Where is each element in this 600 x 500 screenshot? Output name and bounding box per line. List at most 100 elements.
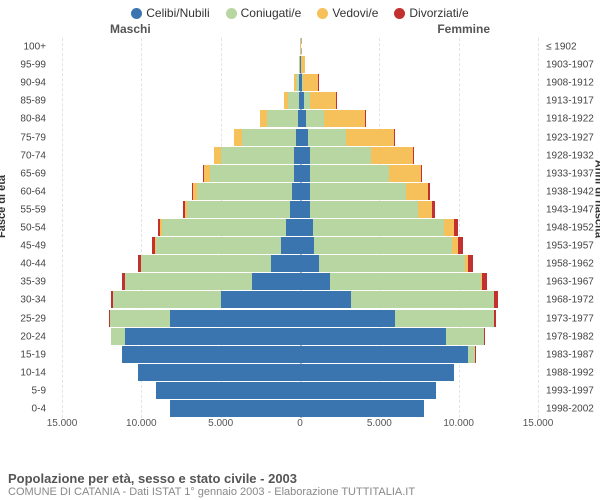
bar-segment bbox=[122, 346, 300, 363]
age-label: 60-64 bbox=[20, 186, 46, 197]
age-label: 80-84 bbox=[20, 114, 46, 125]
pyramid-row bbox=[62, 56, 538, 74]
bar-segment bbox=[214, 147, 221, 164]
bar-segment bbox=[458, 237, 463, 254]
female-bar bbox=[300, 183, 430, 200]
bar-segment bbox=[187, 201, 290, 218]
female-bar bbox=[300, 110, 366, 127]
bar-segment bbox=[125, 273, 252, 290]
bar-segment bbox=[300, 183, 310, 200]
birth-label: 1948-1952 bbox=[546, 223, 594, 234]
bar-segment bbox=[301, 56, 305, 73]
female-bar bbox=[300, 346, 475, 363]
pyramid-row bbox=[62, 129, 538, 147]
bar-segment bbox=[286, 219, 300, 236]
legend-label: Divorziati/e bbox=[409, 6, 468, 20]
pyramid-row bbox=[62, 255, 538, 273]
bar-segment bbox=[267, 110, 297, 127]
pyramid-row bbox=[62, 237, 538, 255]
bars-container bbox=[62, 38, 538, 418]
bar-segment bbox=[197, 183, 292, 200]
bar-segment bbox=[310, 165, 389, 182]
age-label: 95-99 bbox=[20, 60, 46, 71]
female-bar bbox=[300, 382, 436, 399]
bar-segment bbox=[306, 110, 323, 127]
male-bar bbox=[111, 291, 300, 308]
birth-label: 1963-1967 bbox=[546, 277, 594, 288]
female-bar bbox=[300, 74, 318, 91]
male-bar bbox=[183, 201, 300, 218]
age-label: 25-29 bbox=[20, 313, 46, 324]
bar-segment bbox=[324, 110, 365, 127]
age-label: 100+ bbox=[23, 42, 46, 53]
gridline bbox=[538, 38, 539, 418]
female-bar bbox=[300, 400, 424, 417]
bar-segment bbox=[389, 165, 421, 182]
bar-segment bbox=[432, 201, 435, 218]
yaxis-left-title: Fasce di età bbox=[0, 175, 8, 238]
bar-segment bbox=[351, 291, 494, 308]
bar-segment bbox=[156, 382, 300, 399]
bar-segment bbox=[210, 165, 294, 182]
age-label: 85-89 bbox=[20, 96, 46, 107]
pyramid-row bbox=[62, 74, 538, 92]
bar-segment bbox=[394, 129, 395, 146]
bar-segment bbox=[446, 328, 484, 345]
birth-label: 1993-1997 bbox=[546, 385, 594, 396]
male-bar bbox=[192, 183, 300, 200]
xtick-label: 5.000 bbox=[367, 418, 392, 429]
bar-segment bbox=[290, 201, 300, 218]
legend-item: Coniugati/e bbox=[226, 6, 302, 20]
pyramid-row bbox=[62, 147, 538, 165]
bar-segment bbox=[300, 219, 313, 236]
legend-swatch bbox=[394, 8, 405, 19]
bar-segment bbox=[242, 129, 296, 146]
pyramid-row bbox=[62, 382, 538, 400]
bar-segment bbox=[484, 328, 485, 345]
bar-segment bbox=[300, 38, 301, 55]
bar-segment bbox=[468, 255, 473, 272]
birth-label: 1908-1912 bbox=[546, 78, 594, 89]
pyramid-row bbox=[62, 201, 538, 219]
bar-segment bbox=[300, 310, 395, 327]
female-bar bbox=[300, 219, 458, 236]
legend-swatch bbox=[131, 8, 142, 19]
xtick-label: 15.000 bbox=[47, 418, 78, 429]
birth-label: 1903-1907 bbox=[546, 60, 594, 71]
birth-label: 1943-1947 bbox=[546, 204, 594, 215]
bar-segment bbox=[303, 74, 317, 91]
header-female: Femmine bbox=[437, 22, 490, 36]
pyramid-row bbox=[62, 273, 538, 291]
legend-label: Celibi/Nubili bbox=[146, 6, 209, 20]
bar-segment bbox=[281, 237, 300, 254]
bar-segment bbox=[271, 255, 300, 272]
bar-segment bbox=[428, 183, 430, 200]
bar-segment bbox=[260, 110, 267, 127]
pyramid-row bbox=[62, 364, 538, 382]
legend-item: Vedovi/e bbox=[317, 6, 378, 20]
bar-segment bbox=[292, 183, 300, 200]
bar-segment bbox=[170, 310, 300, 327]
bar-segment bbox=[170, 400, 300, 417]
male-bar bbox=[260, 110, 300, 127]
bar-segment bbox=[300, 255, 319, 272]
female-bar bbox=[300, 291, 498, 308]
bar-segment bbox=[300, 346, 468, 363]
birth-label: 1973-1977 bbox=[546, 313, 594, 324]
bar-segment bbox=[300, 129, 308, 146]
age-label: 70-74 bbox=[20, 150, 46, 161]
bar-segment bbox=[482, 273, 487, 290]
birth-label: 1978-1982 bbox=[546, 331, 594, 342]
plot-area: Fasce di età Anni di nascita 100+95-9990… bbox=[0, 38, 600, 438]
male-bar bbox=[284, 92, 300, 109]
bar-segment bbox=[300, 165, 310, 182]
legend-label: Coniugati/e bbox=[241, 6, 302, 20]
birth-label: 1983-1987 bbox=[546, 349, 594, 360]
bar-segment bbox=[110, 310, 170, 327]
bar-segment bbox=[494, 291, 497, 308]
pyramid-row bbox=[62, 110, 538, 128]
age-label: 20-24 bbox=[20, 331, 46, 342]
female-bar bbox=[300, 201, 435, 218]
bar-segment bbox=[314, 237, 452, 254]
bar-segment bbox=[300, 201, 310, 218]
